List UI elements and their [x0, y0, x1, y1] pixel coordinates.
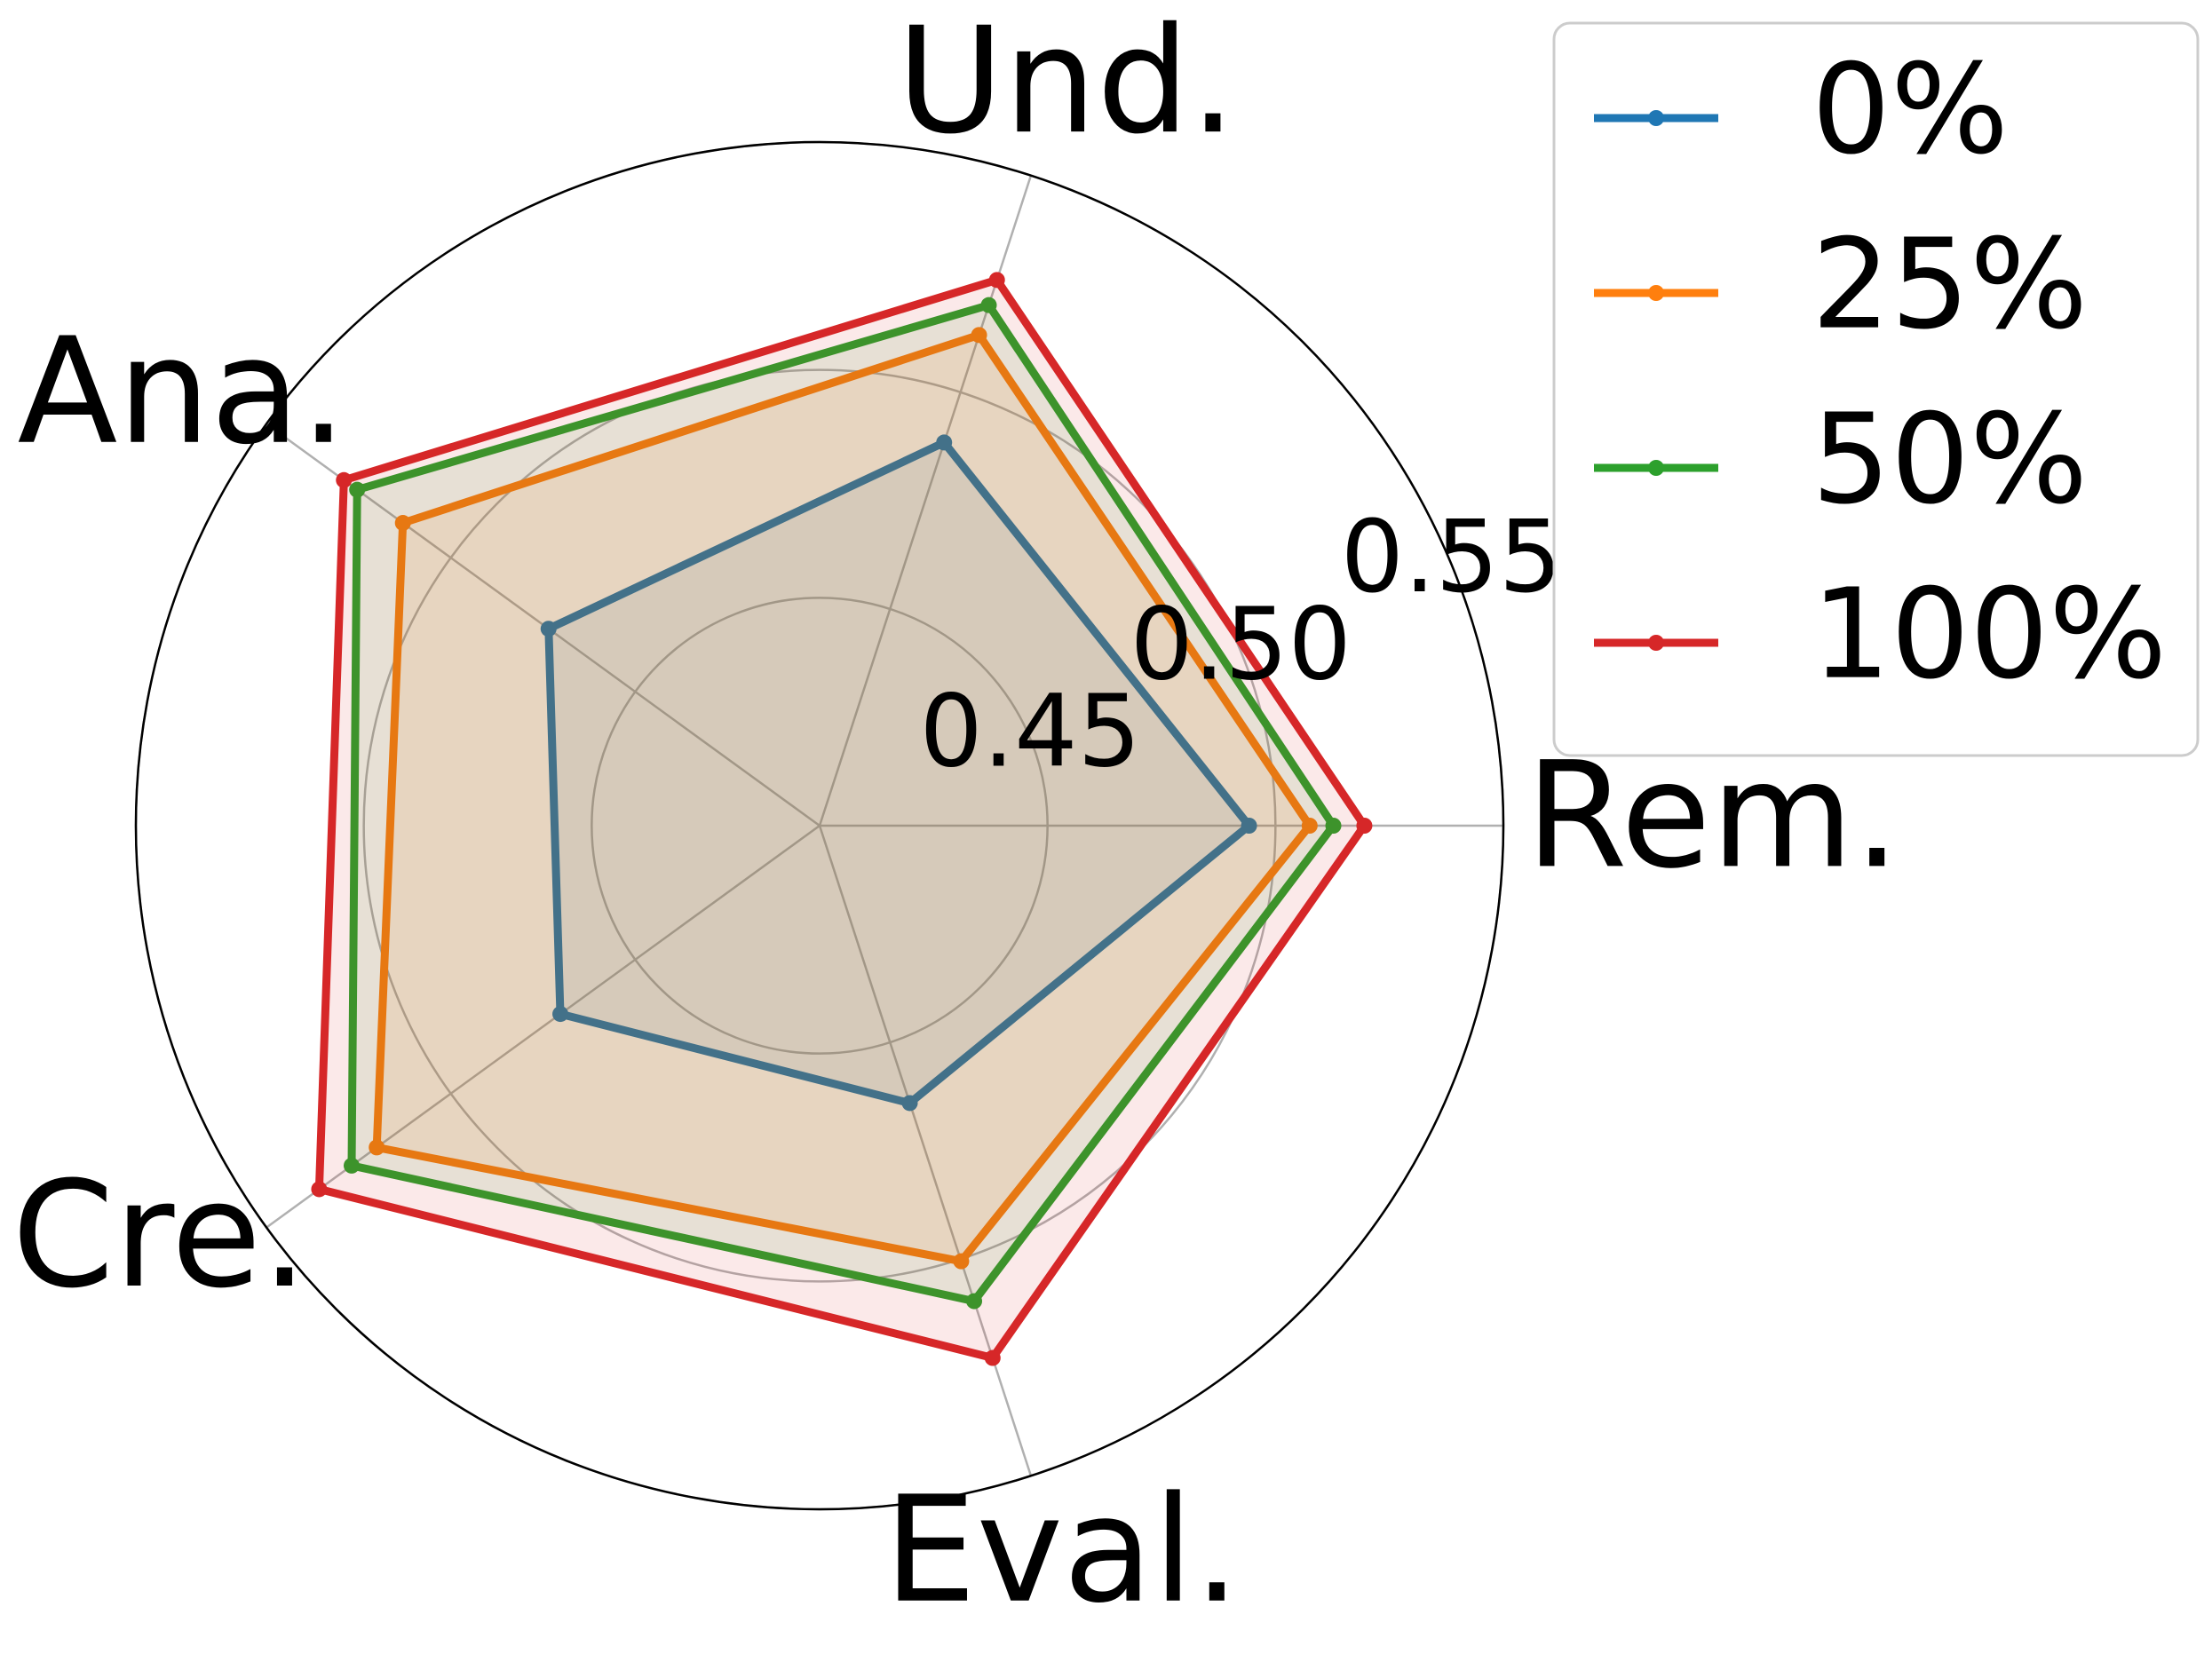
spoke-4: [818, 825, 1033, 1476]
legend-label-2: 50%: [1812, 388, 2088, 533]
series-point-1-3: [369, 1139, 385, 1156]
legend-marker-2: [1648, 460, 1664, 476]
series-line-0: [544, 437, 1255, 1108]
series-point-3-1: [988, 272, 1005, 289]
legend-marker-3: [1648, 635, 1664, 651]
category-label-2: Ana.: [18, 306, 347, 477]
legend-label-0: 0%: [1812, 38, 2009, 183]
series-point-3-2: [336, 471, 353, 488]
category-label-1: Und.: [897, 0, 1237, 166]
series-point-2-1: [980, 297, 997, 313]
series-point-3-4: [984, 1349, 1001, 1366]
radial-tick-label-1: 0.50: [1130, 587, 1352, 702]
spoke-3: [266, 824, 821, 1229]
series-point-0-0: [1241, 818, 1257, 834]
series-point-1-4: [953, 1253, 970, 1270]
series-line-2: [347, 300, 1339, 1306]
legend-label-1: 25%: [1812, 213, 2088, 358]
legend-marker-1: [1648, 285, 1664, 301]
label-layer: 0.450.500.55 Rem. Und. Ana. Cre. Eval.: [12, 0, 1900, 1635]
series-point-0-3: [552, 1006, 569, 1023]
series-point-1-2: [394, 515, 411, 532]
series-fill-3: [319, 280, 1365, 1358]
series-point-0-4: [901, 1095, 918, 1112]
legend: 0% 25% 50% 100%: [1552, 21, 2200, 757]
legend-frame: [1552, 21, 2200, 757]
grid-layer: [134, 140, 1505, 1511]
series-point-0-2: [540, 621, 557, 637]
radial-tick-label-0: 0.45: [919, 675, 1140, 790]
category-label-4: Eval.: [884, 1465, 1240, 1635]
series-point-3-0: [1356, 818, 1373, 834]
series-layer: [311, 272, 1373, 1366]
outer-circle: [134, 140, 1505, 1511]
legend-label-3: 100%: [1812, 563, 2167, 708]
category-label-3: Cre.: [12, 1150, 307, 1320]
series-point-2-0: [1325, 818, 1342, 834]
series-line-3: [314, 275, 1369, 1363]
series-fill-1: [377, 335, 1310, 1262]
series-point-0-1: [936, 434, 953, 451]
series-point-2-2: [349, 481, 366, 498]
series-point-3-3: [311, 1181, 328, 1198]
radial-tick-label-2: 0.55: [1341, 500, 1562, 615]
series-point-2-4: [966, 1293, 983, 1310]
legend-marker-0: [1648, 110, 1664, 126]
series-fill-2: [352, 305, 1334, 1302]
category-label-0: Rem.: [1526, 730, 1900, 900]
series-point-2-3: [343, 1157, 360, 1174]
series-line-1: [372, 329, 1315, 1266]
series-point-1-0: [1301, 818, 1318, 834]
series-point-1-1: [971, 327, 987, 344]
